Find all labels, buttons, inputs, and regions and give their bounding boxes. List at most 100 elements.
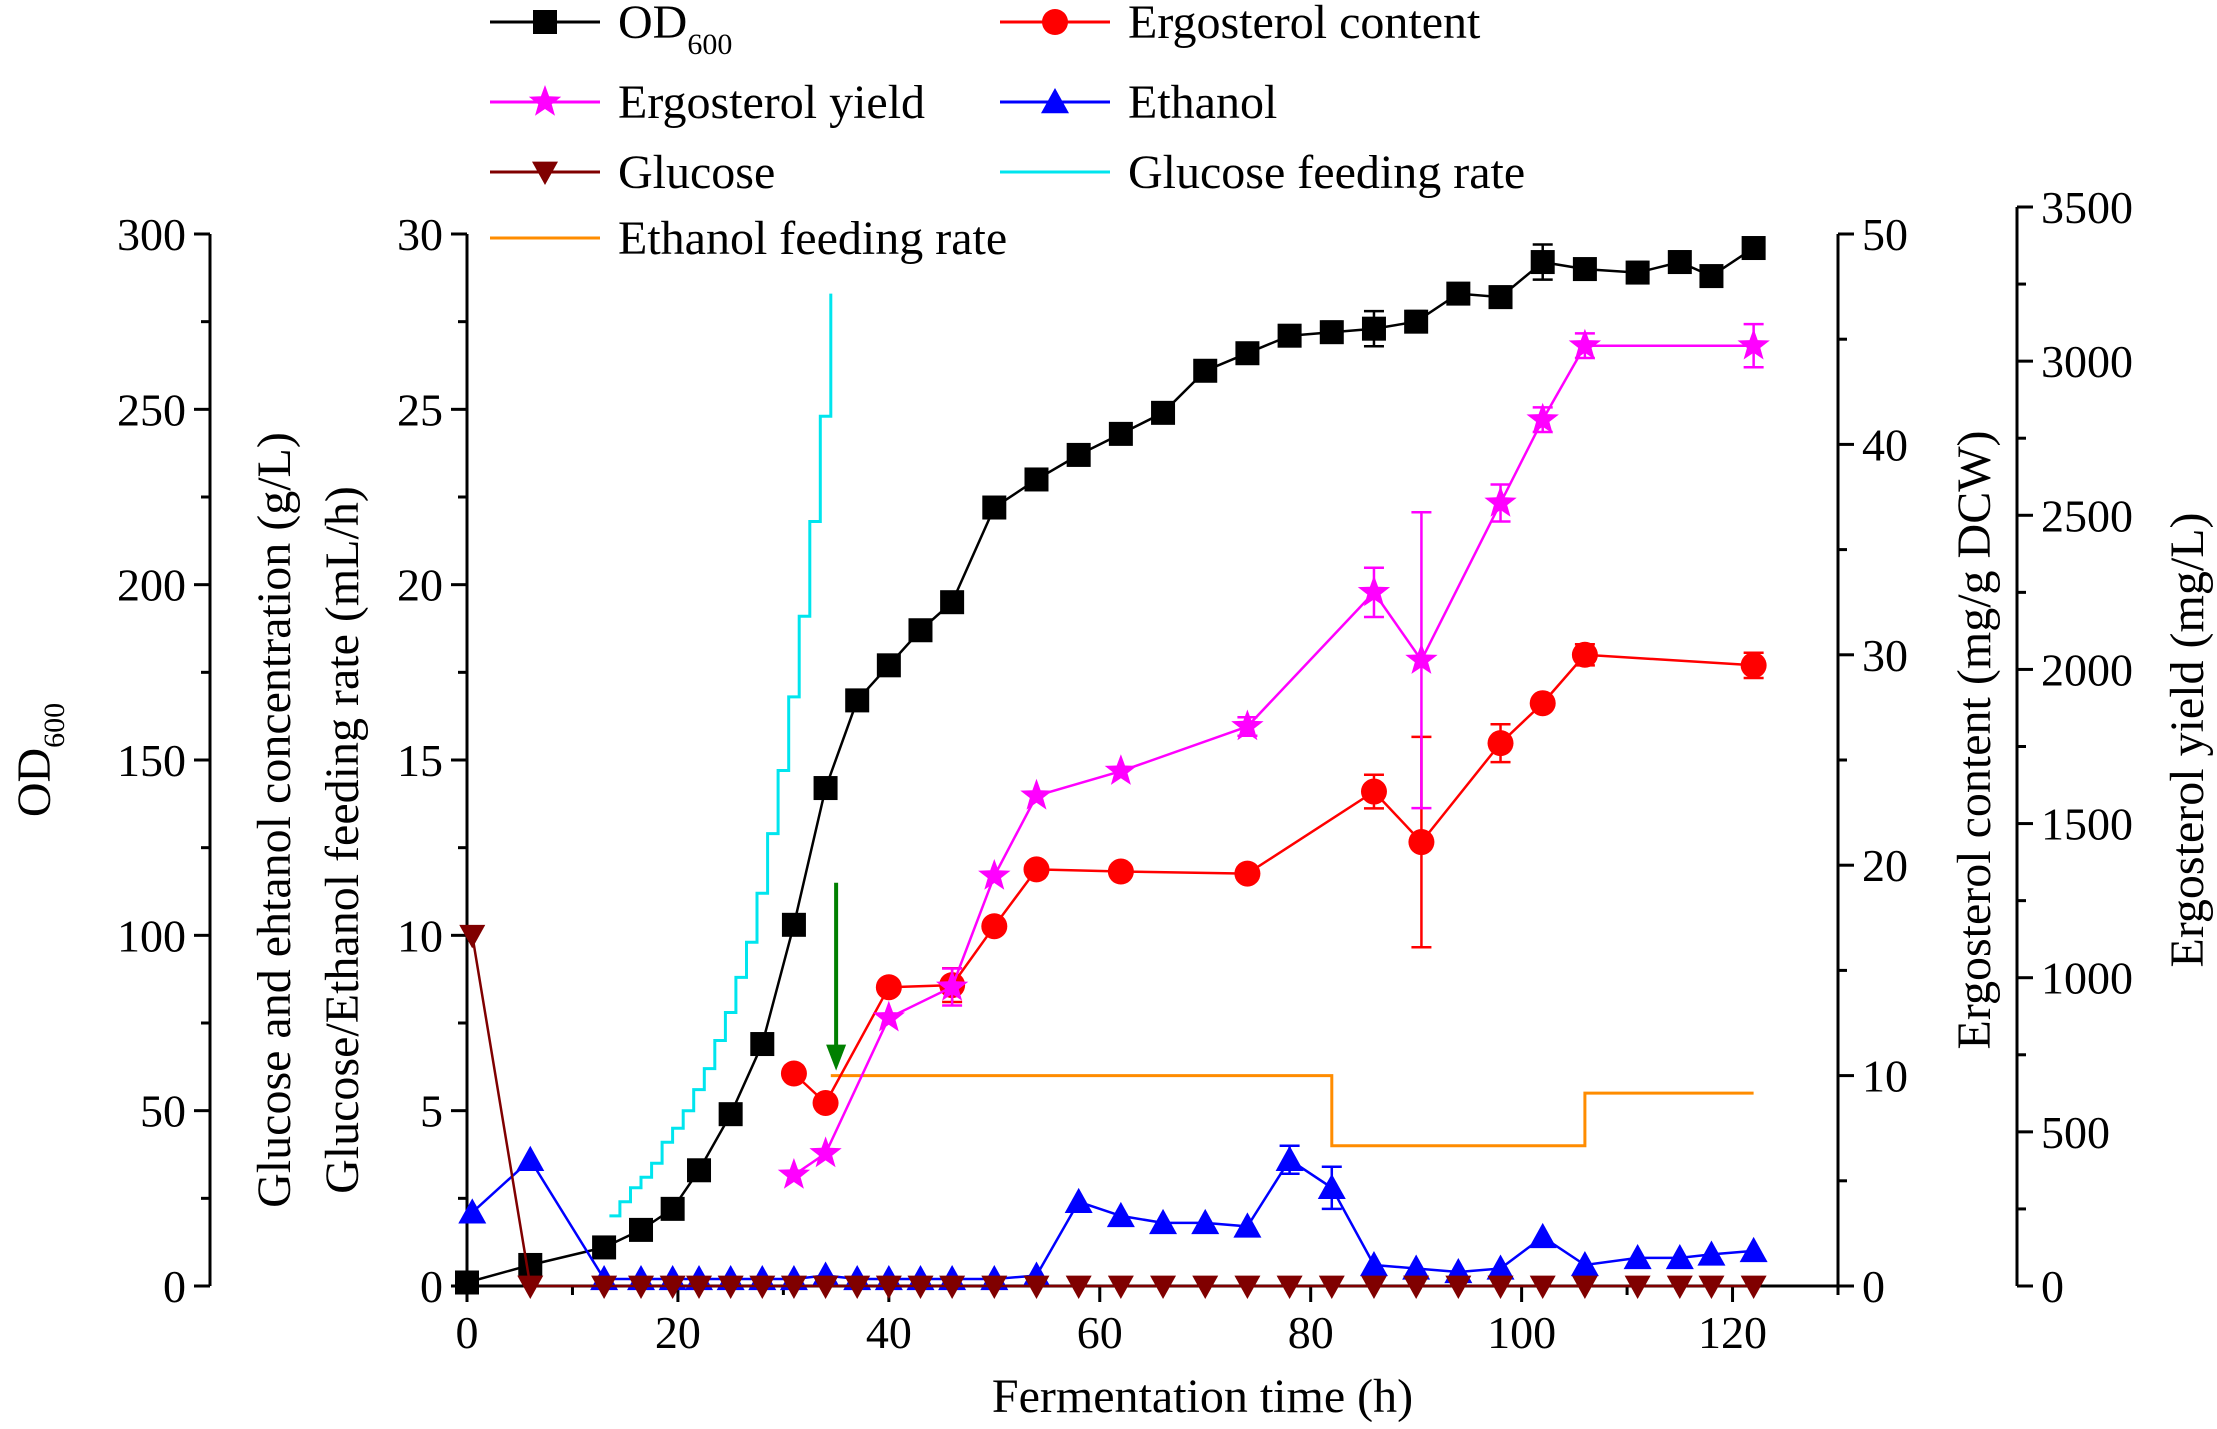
od600-point [1488,285,1513,310]
annotations [826,882,847,1071]
glucose-point [628,1275,655,1299]
yield-tick-label: 2500 [2041,490,2133,541]
content-tick-label: 40 [1862,419,1908,470]
od600-point [592,1235,617,1260]
od600-point [687,1158,712,1183]
od-tick-label: 150 [117,735,186,786]
x-tick-label: 40 [866,1307,912,1358]
ergosterol-content-point [812,1089,839,1116]
legend-marker [533,10,557,34]
od600-point [1625,260,1650,285]
legend-marker [532,161,558,185]
legend-label: Ergosterol content [1128,0,1481,49]
ergosterol-content-point [1023,856,1050,883]
ergosterol-yield-point [1231,709,1264,741]
feeding-rate-lines [609,293,1754,1218]
od600-point [781,912,806,937]
content-tick-label: 10 [1862,1051,1908,1102]
yield-tick-label: 1500 [2041,799,2133,850]
od-tick-label: 0 [163,1261,186,1312]
conc-tick-label: 10 [397,910,443,961]
od600-point [629,1217,654,1242]
yield-tick-label: 3500 [2041,182,2133,233]
ergosterol-content-point [1107,858,1134,885]
glucose-point [1065,1275,1092,1299]
od600-point [876,653,901,678]
yield-tick-label: 2000 [2041,644,2133,695]
od600-point [660,1196,685,1221]
ergosterol-content-point [1571,641,1598,668]
content-tick-label: 20 [1862,840,1908,891]
glucose-point [1445,1275,1472,1299]
yield-tick-label: 3000 [2041,336,2133,387]
od-tick-label: 100 [117,910,186,961]
od600-point [982,495,1007,520]
ergosterol-yield-point [978,859,1011,890]
od600-point [1193,358,1218,383]
od600-point [1361,316,1386,341]
ergosterol-yield-point [936,970,969,1001]
ethanol-point [1623,1243,1652,1270]
ergosterol-content-point [981,913,1008,940]
ethanol-point [1191,1208,1220,1235]
conc-tick-label: 30 [397,209,443,260]
glucose-point [1740,1275,1767,1299]
yield-axis-title: Ergosterol yield (mg/L) [2161,512,2214,967]
glucose-point [459,924,486,949]
legend-item-glucose-feeding-rate: Glucose feeding rate [1000,146,1525,199]
legend-marker [528,85,562,116]
ethanol-point [1317,1173,1346,1200]
od600-point [1277,323,1302,348]
legend: OD600 Ergosterol content Ergosterol yield E… [490,0,1525,265]
od600-point [1446,281,1471,306]
legend-marker [1042,9,1068,35]
glucose-point [812,1275,839,1299]
glucose-point [1023,1275,1050,1299]
glucose-point [780,1275,807,1299]
glucose-point [1529,1275,1556,1299]
od600-point [518,1252,543,1277]
conc-axis-title-line1: Glucose and ehtanol concentration (g/L) [248,432,301,1208]
legend-item-ethanol-feeding-rate: Ethanol feeding rate [490,212,1007,265]
glucose-point [591,1275,618,1299]
od600-point [1667,250,1692,275]
ergosterol-yield-point [872,1000,905,1032]
od-tick-label: 200 [117,560,186,611]
od600-point [1108,421,1133,446]
ergosterol-content-point [1529,690,1556,717]
od-tick-label: 300 [117,209,186,260]
series-ergosterol-yield [777,322,1770,1189]
ergosterol-content-point [780,1060,807,1087]
od-tick-label: 50 [140,1086,186,1137]
od600-point [1404,309,1429,334]
ergosterol-content-point [1740,652,1767,679]
od600-point [1024,467,1049,492]
ergosterol-yield-point [809,1136,842,1168]
content-tick-label: 0 [1862,1261,1885,1312]
x-tick-label: 120 [1698,1307,1767,1358]
legend-marker [1041,88,1069,114]
ergosterol-yield-point [1405,643,1438,674]
ethanol-point [1106,1201,1135,1228]
series-ethanol [458,1144,1768,1291]
ergosterol-yield-point [1104,754,1137,785]
series-glucose [459,924,1767,1299]
ethanol-point [516,1145,545,1171]
glucose-point [1624,1275,1651,1299]
ethanol-point [1665,1243,1694,1270]
x-tick-label: 100 [1487,1307,1556,1358]
od600-point [1066,442,1091,467]
od600-point [1235,341,1260,366]
legend-item-ergosterol-content: Ergosterol content [1000,0,1481,49]
conc-tick-label: 25 [397,384,443,435]
content-tick-label: 50 [1862,209,1908,260]
legend-label: Ethanol [1128,76,1277,129]
od600-point [1530,250,1555,275]
axis-titles: Fermentation time (h) OD600 Glucose and eh… [8,431,2214,1423]
glucose-point [1318,1275,1345,1299]
glucose-point [1403,1275,1430,1299]
glucose-point [749,1275,776,1299]
glucose-point [517,1275,544,1299]
glucose-point [1360,1275,1387,1299]
od600-point [1572,257,1597,282]
